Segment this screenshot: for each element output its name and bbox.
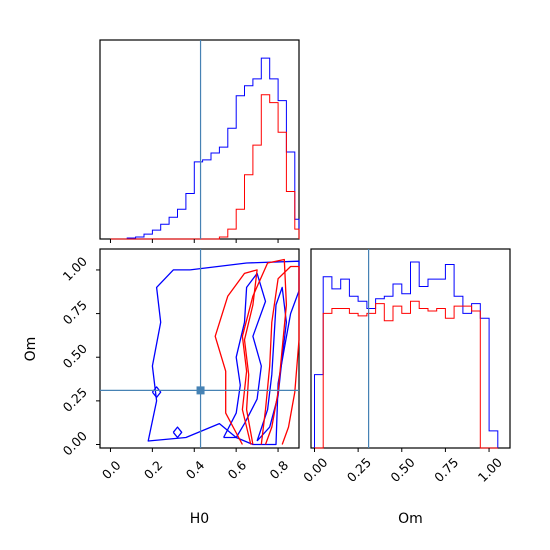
h0-tick-label: 0.8 — [267, 457, 292, 482]
om-tick-label: 0.25 — [60, 385, 90, 415]
om-histogram-ticks: 0.00 0.25 0.50 0.75 1.00 — [300, 448, 505, 485]
contour-line-6 — [214, 269, 258, 445]
contour-line-5 — [172, 426, 183, 439]
y-axis-label-om: Om — [23, 337, 39, 362]
om-hist-tick-label: 0.50 — [387, 455, 417, 485]
h0-histogram-panel — [99, 39, 300, 243]
contour-line-2 — [223, 272, 267, 439]
h0-histogram-step-1 — [110, 57, 300, 240]
om-hist-tick-label: 0.75 — [431, 455, 461, 485]
h0-tick-label: 0.0 — [99, 457, 124, 482]
joint-contour-panel: 0.0 0.2 0.4 0.6 0.8 0.000.250.500.751.00 H0 … — [23, 248, 300, 527]
om-histogram-panel: 0.00 0.25 0.50 0.75 1.00 Om — [300, 248, 511, 527]
truth-marker — [196, 386, 205, 395]
om-tick-label: 0.50 — [60, 341, 90, 371]
h0-tick-label: 0.2 — [141, 457, 166, 482]
h0-tick-label: 0.4 — [183, 457, 208, 482]
om-histogram-step-1 — [314, 261, 499, 448]
om-hist-tick-label: 0.00 — [300, 455, 330, 485]
joint-contours — [147, 258, 300, 446]
h0-histogram-ticks — [109, 239, 279, 243]
om-tick-label: 0.00 — [60, 428, 90, 458]
om-hist-tick-label: 0.25 — [344, 455, 374, 485]
joint-x-ticks: 0.0 0.2 0.4 0.6 0.8 — [99, 448, 291, 482]
om-tick-label: 1.00 — [60, 254, 90, 284]
h0-histogram-step-2 — [110, 94, 300, 240]
om-tick-label: 0.75 — [60, 297, 90, 327]
contour-line-7 — [241, 258, 288, 445]
joint-y-ticks: 0.00 0.25 0.50 0.75 1.00 — [60, 254, 100, 458]
x-axis-label-h0: H0 — [190, 511, 209, 527]
h0-tick-label: 0.6 — [225, 457, 250, 482]
om-hist-tick-label: 1.00 — [475, 455, 505, 485]
joint-truth-marker — [100, 249, 299, 448]
h0-histogram-series — [110, 57, 300, 240]
h0-histogram-frame — [99, 39, 300, 240]
om-x-axis-label: Om — [398, 511, 423, 527]
om-histogram-step-2 — [314, 300, 498, 449]
contour-line-3 — [256, 286, 288, 442]
contour-line-8 — [260, 265, 300, 445]
joint-panel-frame — [99, 248, 300, 449]
om-histogram-frame — [310, 248, 511, 449]
contour-line-4 — [151, 386, 162, 399]
om-histogram-series — [314, 261, 499, 449]
